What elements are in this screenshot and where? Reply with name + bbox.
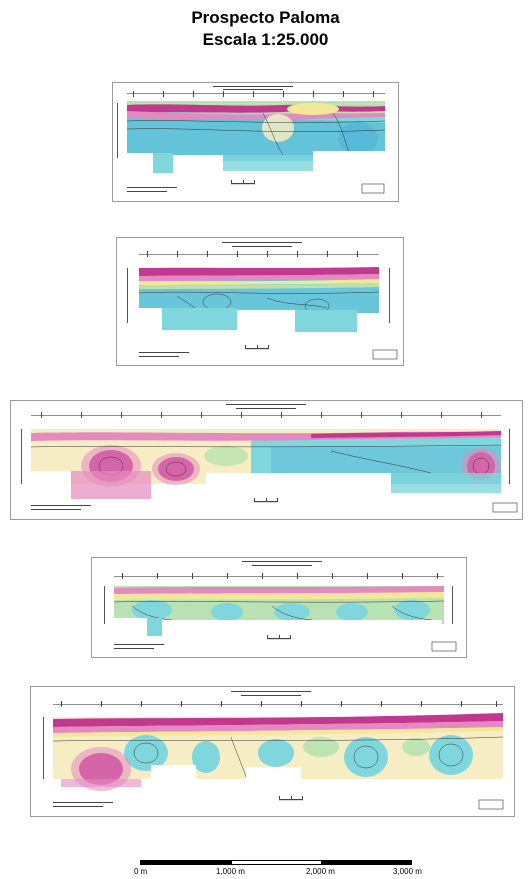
- scale-label-2000: 2,000 m: [306, 867, 335, 876]
- section-plot-5: [43, 691, 504, 810]
- section-plot-3: [21, 404, 518, 513]
- scale-bar: [140, 860, 412, 867]
- scale-label-0: 0 m: [134, 867, 148, 876]
- section-plot-4: [104, 561, 457, 652]
- scale-label-1000: 1,000 m: [216, 867, 245, 876]
- page-subtitle: Escala 1:25.000: [202, 30, 329, 49]
- section-panel-4: [91, 557, 467, 658]
- section-panel-5: [30, 686, 515, 817]
- section-panel-2: [116, 237, 404, 366]
- section-panel-3: [10, 400, 523, 520]
- scale-label-3000: 3,000 m: [393, 867, 422, 876]
- section-plot-1: [117, 86, 386, 194]
- section-panel-1: [112, 82, 399, 202]
- page-title: Prospecto Paloma: [191, 8, 340, 27]
- section-plot-2: [127, 242, 398, 360]
